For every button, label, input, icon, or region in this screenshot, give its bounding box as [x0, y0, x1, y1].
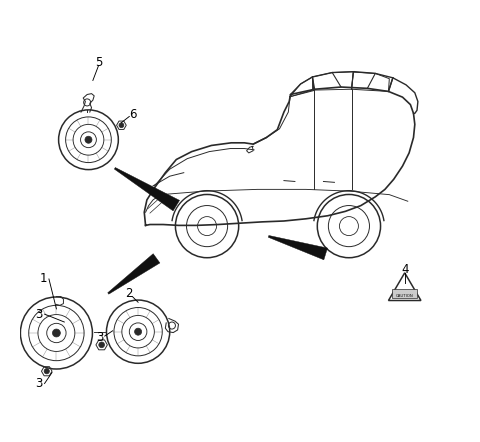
Circle shape — [85, 136, 92, 143]
Polygon shape — [108, 254, 160, 294]
Text: 3: 3 — [96, 331, 104, 344]
Text: 3: 3 — [35, 308, 43, 320]
Text: 1: 1 — [39, 272, 47, 286]
Text: 5: 5 — [95, 56, 102, 69]
Text: CAUTION: CAUTION — [396, 294, 414, 298]
Circle shape — [44, 369, 49, 374]
Circle shape — [52, 329, 60, 337]
Polygon shape — [114, 168, 180, 211]
Text: 4: 4 — [401, 263, 408, 276]
Polygon shape — [268, 236, 327, 260]
Text: 6: 6 — [129, 108, 136, 121]
Circle shape — [134, 328, 142, 335]
FancyBboxPatch shape — [393, 289, 417, 298]
Text: 2: 2 — [125, 287, 132, 300]
Text: 3: 3 — [35, 377, 43, 390]
Circle shape — [119, 123, 124, 128]
Circle shape — [99, 342, 105, 348]
